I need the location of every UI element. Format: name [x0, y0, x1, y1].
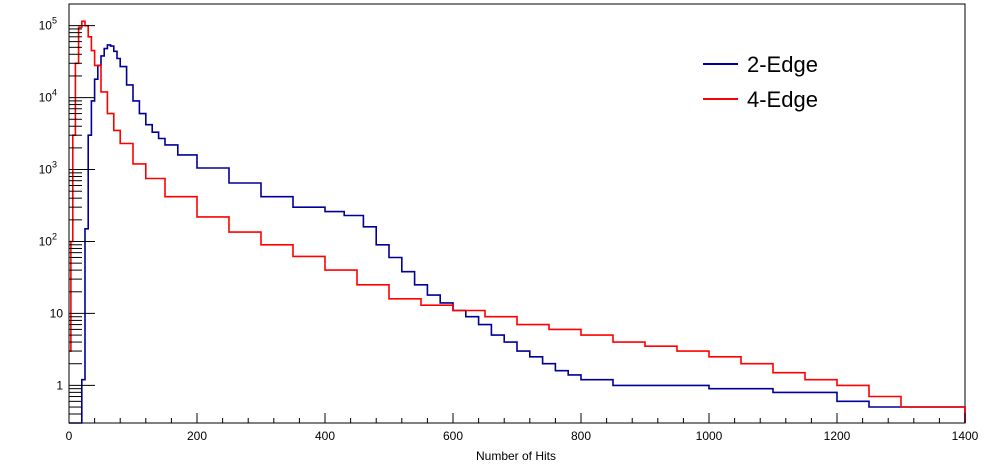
y-tick-exponent: 5	[52, 16, 57, 26]
x-tick-label: 0	[66, 429, 73, 443]
plot-frame	[68, 3, 966, 424]
y-tick-label: 1	[56, 378, 63, 392]
x-tick-label: 800	[571, 429, 591, 443]
axis-layer: 0 200 400 600 800 1000 1200 1400 1 10 102 103 104 105	[39, 3, 979, 443]
y-tick-label: 103	[39, 160, 57, 177]
x-tick-label: 200	[187, 429, 207, 443]
x-axis-title: Number of Hits	[476, 449, 556, 463]
x-tick-label: 400	[315, 429, 335, 443]
y-tick-label: 105	[39, 16, 57, 33]
y-tick-label: 104	[39, 88, 57, 105]
y-tick-exponent: 4	[52, 88, 57, 98]
x-tick-label: 1200	[824, 429, 851, 443]
x-tick-label: 1400	[952, 429, 979, 443]
series-layer	[69, 20, 966, 424]
legend-label: 4-Edge	[747, 87, 818, 112]
legend: 2-Edge 4-Edge	[703, 52, 818, 112]
y-tick-exponent: 3	[52, 160, 57, 170]
series-line-four-edge	[69, 20, 966, 423]
legend-label: 2-Edge	[747, 52, 818, 77]
x-tick-label: 1000	[696, 429, 723, 443]
y-tick-label: 102	[39, 231, 57, 248]
y-tick-label: 10	[50, 306, 64, 320]
x-tick-label: 600	[443, 429, 463, 443]
y-tick-exponent: 2	[52, 231, 57, 241]
series-line-two-edge	[69, 44, 966, 424]
